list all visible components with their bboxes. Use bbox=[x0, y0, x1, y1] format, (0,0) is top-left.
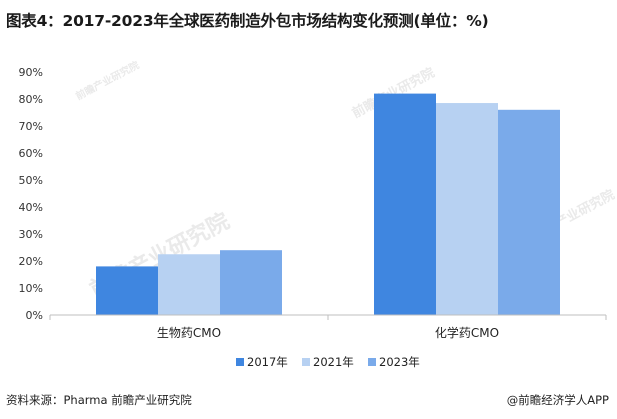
legend-swatch bbox=[368, 358, 376, 366]
bar bbox=[96, 266, 158, 315]
y-tick-label: 90% bbox=[19, 66, 43, 79]
chart-title: 图表4：2017-2023年全球医药制造外包市场结构变化预测(单位：%) bbox=[6, 12, 489, 30]
legend-label: 2017年 bbox=[247, 355, 288, 369]
y-tick-label: 50% bbox=[19, 174, 43, 187]
y-tick-label: 20% bbox=[19, 255, 43, 268]
legend: 2017年 2021年 2023年 bbox=[236, 355, 420, 369]
y-tick-label: 30% bbox=[19, 228, 43, 241]
legend-swatch bbox=[302, 358, 310, 366]
legend-label: 2021年 bbox=[313, 355, 354, 369]
legend-label: 2023年 bbox=[379, 355, 420, 369]
bar bbox=[436, 103, 498, 315]
x-tick-label: 生物药CMO bbox=[157, 326, 221, 340]
x-axis: 生物药CMO 化学药CMO bbox=[49, 314, 607, 340]
y-tick-label: 60% bbox=[19, 147, 43, 160]
y-tick-label: 10% bbox=[19, 282, 43, 295]
y-tick-label: 80% bbox=[19, 93, 43, 106]
x-tick-label: 化学药CMO bbox=[435, 325, 499, 340]
bar bbox=[374, 93, 436, 315]
watermark-text: 前瞻产业研究院 bbox=[73, 58, 141, 102]
brand-label: @前瞻经济学人APP bbox=[506, 393, 609, 407]
legend-swatch bbox=[236, 358, 244, 366]
y-axis: 0% 10% 20% 30% 40% 50% 60% 70% 80% 90% bbox=[19, 66, 43, 322]
source-note: 资料来源：Pharma 前瞻产业研究院 bbox=[6, 393, 192, 407]
bar bbox=[220, 250, 282, 315]
bar bbox=[158, 254, 220, 315]
y-tick-label: 0% bbox=[26, 309, 43, 322]
y-tick-label: 70% bbox=[19, 120, 43, 133]
bar-chart: 前瞻产业研究院前瞻产业研究院前瞻产业研究院前瞻产业研究院 0%10%20%30%… bbox=[19, 58, 617, 369]
y-tick-label: 40% bbox=[19, 201, 43, 214]
bar bbox=[498, 109, 560, 315]
bars bbox=[96, 93, 560, 315]
